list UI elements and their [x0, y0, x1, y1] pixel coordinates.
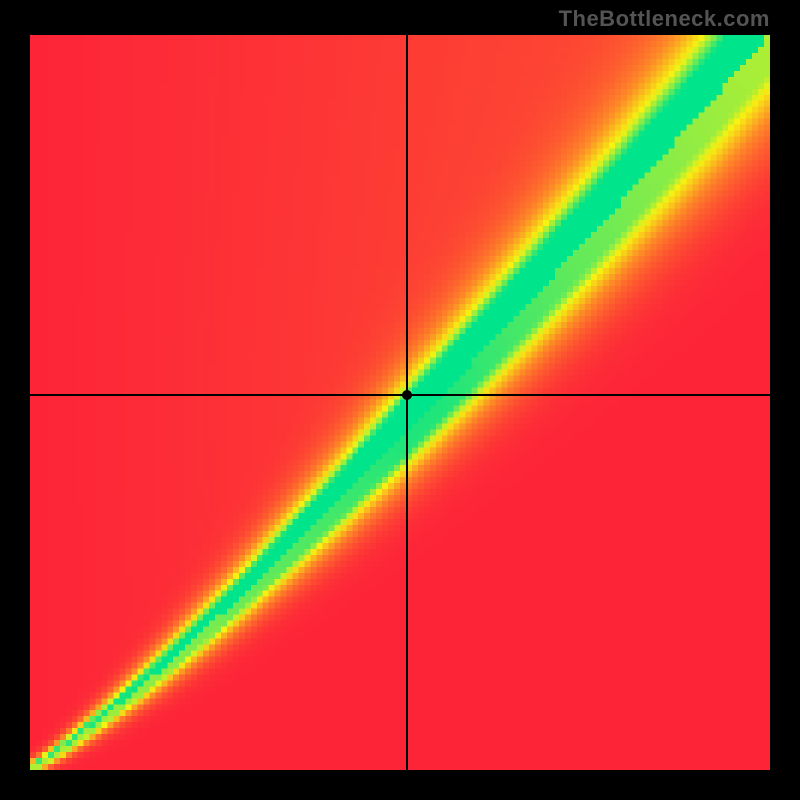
chart-container: TheBottleneck.com — [0, 0, 800, 800]
heatmap-canvas — [30, 35, 770, 770]
watermark-text: TheBottleneck.com — [559, 6, 770, 32]
